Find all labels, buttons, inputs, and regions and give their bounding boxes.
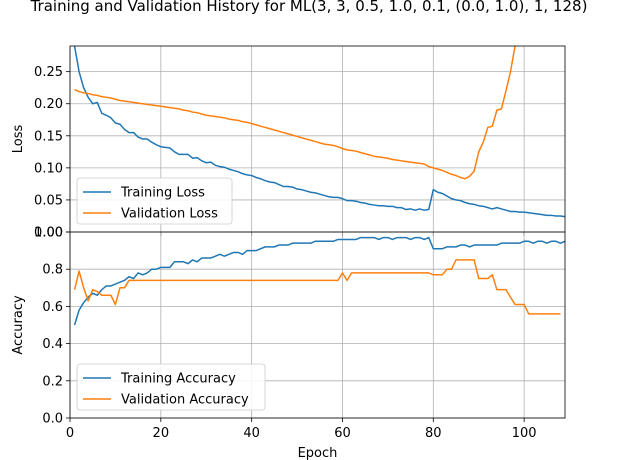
y-tick-label: 0.6: [42, 300, 63, 315]
y-tick-label: 0.0: [42, 412, 63, 427]
validation-loss-line: [74, 46, 516, 180]
x-tick-label: 0: [66, 426, 74, 441]
axes-frame: [69, 231, 566, 419]
x-tick-label: 20: [153, 426, 170, 441]
y-axis-label: Loss: [11, 125, 26, 154]
x-tick-label: 80: [425, 426, 442, 441]
y-tick-label: 0.10: [34, 161, 63, 176]
legend-label: Validation Loss: [121, 207, 218, 222]
y-tick-label: 0.4: [42, 337, 63, 352]
x-tick-label: 60: [334, 426, 351, 441]
x-tick-label: 40: [243, 426, 260, 441]
legend-label: Validation Accuracy: [121, 393, 249, 408]
y-tick-label: 0.15: [34, 129, 63, 144]
y-tick-label: 0.8: [42, 263, 63, 278]
training-accuracy-line: [73, 236, 565, 326]
legend-label: Training Loss: [120, 186, 205, 201]
y-tick-label: 1.00: [34, 226, 63, 241]
loss-panel: 0.00 0.05 0.10 0.15 0.20 0.25 Loss Training Los…: [11, 45, 566, 241]
x-tick-label: 100: [512, 426, 537, 441]
y-tick-label: 0.00: [34, 226, 63, 241]
legend-box: [76, 363, 266, 411]
y-tick-label: 0.20: [34, 97, 63, 112]
accuracy-panel: 0.0 0.2 0.4 0.6 0.8 1.00 0 20 40 60 80 100 Accuracy E…: [11, 226, 566, 460]
figure-title: Training and Validation History for ML(3…: [30, 0, 588, 15]
x-axis-label: Epoch: [298, 446, 338, 460]
legend: Training Loss Validation Loss: [76, 177, 233, 225]
training-loss-line: [73, 46, 565, 218]
validation-accuracy-line: [73, 259, 561, 315]
y-tick-label: 0.05: [34, 193, 63, 208]
y-tick-label: 0.25: [34, 65, 63, 80]
y-tick-label: 0.2: [42, 374, 63, 389]
legend: Training Accuracy Validation Accuracy: [76, 363, 266, 411]
legend-box: [76, 177, 233, 225]
y-axis-label: Accuracy: [11, 295, 26, 355]
legend-label: Training Accuracy: [120, 372, 236, 387]
